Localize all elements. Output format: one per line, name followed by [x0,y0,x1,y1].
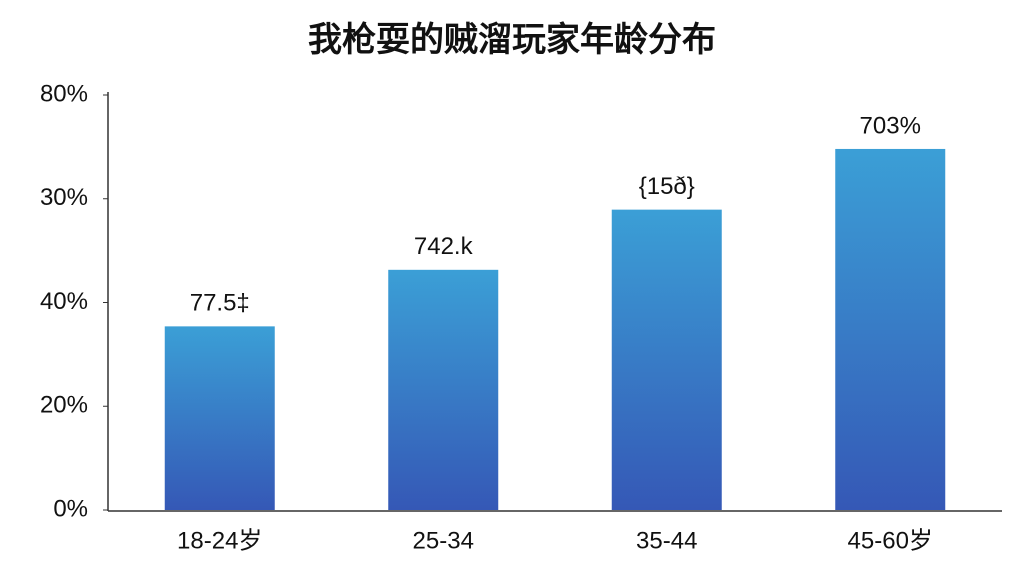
bar-annotation: {15ð} [639,173,695,200]
y-tick-label: 20% [40,392,88,419]
bar-annotation: 703% [860,112,921,139]
x-tick-label: 18-24岁 [177,527,262,554]
y-tick-label: 80% [40,80,88,107]
bar [388,269,499,510]
chart-title: 我枪耍的贼溜玩家年龄分布 [308,20,716,59]
bar-annotation: 742.k [414,233,474,260]
y-tick-label: 30% [40,184,88,211]
bar [835,148,946,510]
x-tick-label: 35-44 [636,527,697,554]
x-tick-label: 25-34 [413,527,474,554]
bar [164,326,275,510]
y-tick-label: 0% [53,495,88,522]
bar-annotation: 77.5‡ [190,290,250,317]
bar [611,209,722,511]
y-tick-label: 40% [40,288,88,315]
x-tick-label: 45-60岁 [848,527,933,554]
